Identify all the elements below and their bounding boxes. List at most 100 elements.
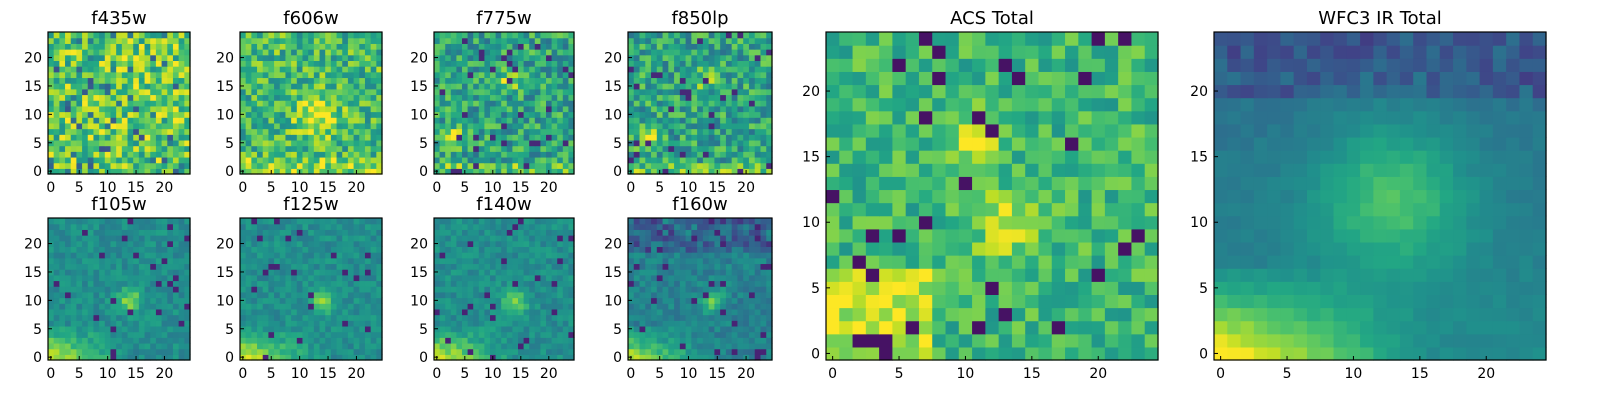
heatmap-cell bbox=[743, 117, 750, 124]
heatmap-cell bbox=[679, 337, 687, 344]
heatmap-cell bbox=[674, 162, 681, 169]
heatmap-cell bbox=[523, 269, 530, 276]
heatmap-cell bbox=[439, 354, 446, 361]
heatmap-cell bbox=[731, 117, 739, 124]
heatmap-cell bbox=[473, 286, 480, 293]
heatmap-cell bbox=[251, 263, 258, 270]
heatmap-cell bbox=[450, 314, 457, 321]
heatmap-cell bbox=[359, 60, 366, 67]
heatmap-cell bbox=[456, 297, 463, 304]
heatmap-cell bbox=[48, 37, 55, 44]
heatmap-cell bbox=[262, 88, 269, 96]
heatmap-cell bbox=[364, 291, 372, 299]
heatmap-cell bbox=[87, 263, 95, 270]
heatmap-cell bbox=[184, 151, 191, 158]
heatmap-cell bbox=[279, 128, 287, 135]
heatmap-cell bbox=[87, 139, 95, 147]
heatmap-cell bbox=[490, 274, 497, 282]
heatmap-cell bbox=[167, 325, 174, 333]
heatmap-cell bbox=[65, 49, 72, 56]
heatmap-cell bbox=[319, 337, 326, 344]
heatmap-cell bbox=[639, 88, 646, 96]
heatmap-cell bbox=[484, 218, 491, 225]
heatmap-cell bbox=[313, 320, 321, 327]
heatmap-cell bbox=[99, 229, 106, 236]
heatmap-cell bbox=[59, 168, 66, 175]
heatmap-cell bbox=[330, 156, 338, 164]
heatmap-cell bbox=[534, 274, 541, 282]
heatmap-cell bbox=[353, 269, 360, 276]
heatmap-cell bbox=[308, 134, 315, 141]
heatmap-cell bbox=[279, 257, 287, 265]
heatmap-cell bbox=[697, 83, 704, 90]
heatmap-cell bbox=[53, 77, 60, 84]
heatmap-cell bbox=[319, 235, 326, 242]
heatmap-cell bbox=[138, 314, 146, 321]
heatmap-cell bbox=[59, 94, 66, 101]
heatmap-cell bbox=[257, 168, 264, 175]
heatmap-cell bbox=[557, 269, 564, 276]
heatmap-cell bbox=[473, 111, 480, 118]
heatmap-cell bbox=[691, 37, 698, 44]
heatmap-cell bbox=[725, 269, 733, 276]
heatmap-cell bbox=[434, 280, 441, 287]
heatmap-cell bbox=[679, 128, 687, 135]
heatmap-cell bbox=[674, 280, 681, 287]
heatmap-cell bbox=[662, 320, 669, 327]
heatmap-cell bbox=[347, 128, 355, 135]
heatmap-cell bbox=[330, 314, 338, 321]
heatmap-cell bbox=[302, 246, 309, 253]
heatmap-cell bbox=[184, 348, 191, 355]
heatmap-cell bbox=[279, 286, 287, 293]
heatmap-cell bbox=[512, 235, 519, 242]
heatmap-cell bbox=[760, 354, 767, 361]
heatmap-cell bbox=[347, 252, 355, 259]
heatmap-cell bbox=[53, 257, 60, 265]
heatmap-cell bbox=[562, 94, 569, 101]
heatmap-cell bbox=[302, 308, 309, 316]
heatmap-cell bbox=[725, 105, 733, 113]
heatmap-cell bbox=[725, 66, 733, 73]
heatmap-cell bbox=[121, 117, 129, 124]
heatmap-cell bbox=[760, 291, 767, 299]
heatmap-cell bbox=[512, 54, 519, 61]
heatmap-cell bbox=[172, 246, 180, 253]
heatmap-cell bbox=[529, 151, 536, 158]
heatmap-cell bbox=[731, 151, 739, 158]
heatmap-cell bbox=[523, 342, 530, 350]
heatmap-cell bbox=[133, 122, 140, 130]
heatmap-cell bbox=[754, 291, 762, 299]
heatmap-cell bbox=[336, 43, 343, 50]
heatmap-cell bbox=[353, 49, 360, 56]
heatmap-cell bbox=[501, 229, 508, 236]
heatmap-cell bbox=[184, 223, 191, 230]
heatmap-cell bbox=[70, 77, 77, 84]
heatmap-cell bbox=[628, 320, 635, 327]
heatmap-cell bbox=[450, 235, 457, 242]
heatmap-cell bbox=[633, 100, 641, 107]
heatmap-cell bbox=[167, 83, 174, 90]
heatmap-cell bbox=[285, 348, 292, 355]
heatmap-cell bbox=[450, 325, 457, 333]
heatmap-cell bbox=[456, 246, 463, 253]
heatmap-cell bbox=[184, 111, 191, 118]
heatmap-cell bbox=[251, 252, 258, 259]
heatmap-cell bbox=[523, 156, 530, 164]
heatmap-cell bbox=[104, 60, 112, 67]
heatmap-cell bbox=[240, 280, 247, 287]
heatmap-cell bbox=[296, 274, 304, 282]
heatmap-cell bbox=[370, 337, 377, 344]
heatmap-cell bbox=[766, 286, 773, 293]
heatmap-cell bbox=[370, 105, 377, 113]
heatmap-cell bbox=[679, 269, 687, 276]
heatmap-cell bbox=[144, 168, 151, 175]
heatmap-cell bbox=[110, 269, 117, 276]
heatmap-cell bbox=[674, 168, 681, 175]
heatmap-cell bbox=[82, 348, 89, 355]
heatmap-cell bbox=[308, 342, 315, 350]
heatmap-cell bbox=[540, 246, 547, 253]
heatmap-cell bbox=[546, 94, 553, 101]
heatmap-cell bbox=[760, 320, 767, 327]
heatmap-cell bbox=[656, 94, 664, 101]
heatmap-cell bbox=[364, 83, 372, 90]
